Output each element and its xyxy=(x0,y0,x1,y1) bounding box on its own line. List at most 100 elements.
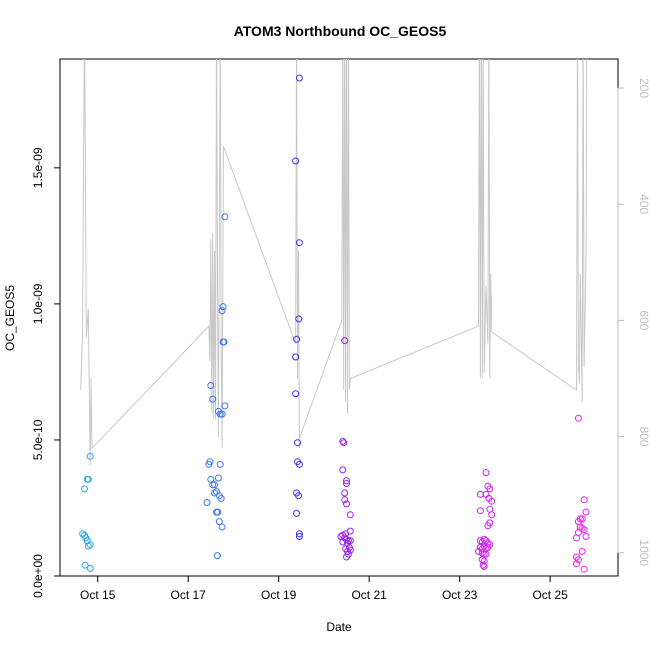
x-tick-label: Oct 25 xyxy=(532,588,568,602)
data-point xyxy=(81,485,88,493)
data-point xyxy=(343,553,350,561)
data-point xyxy=(341,496,349,504)
data-point xyxy=(213,552,221,560)
data-point xyxy=(211,481,219,489)
pressure-line xyxy=(80,59,588,466)
data-point xyxy=(343,480,350,487)
data-point xyxy=(582,533,590,540)
data-point xyxy=(480,563,488,570)
data-point xyxy=(488,497,496,505)
data-point xyxy=(486,485,494,493)
y2-tick-label: 1000 xyxy=(637,539,650,566)
data-point xyxy=(295,530,303,538)
data-point xyxy=(292,157,300,165)
data-point xyxy=(344,537,352,545)
data-point xyxy=(341,337,349,345)
data-point xyxy=(218,523,226,531)
x-tick-label: Oct 17 xyxy=(171,588,207,602)
data-point xyxy=(343,535,350,543)
x-tick-label: Oct 23 xyxy=(442,588,478,602)
data-point xyxy=(215,518,223,526)
data-point xyxy=(482,550,490,558)
data-point xyxy=(295,533,303,540)
data-point xyxy=(86,564,94,572)
data-point xyxy=(219,303,227,311)
data-point xyxy=(203,499,211,506)
x-tick-label: Oct 19 xyxy=(261,588,297,602)
data-point xyxy=(294,439,301,447)
data-point xyxy=(207,382,215,389)
data-point xyxy=(216,460,224,468)
data-point xyxy=(339,437,347,445)
data-point xyxy=(580,526,588,534)
data-point xyxy=(84,475,92,483)
data-point xyxy=(475,548,482,555)
data-point xyxy=(217,494,225,502)
data-point xyxy=(295,239,303,247)
data-point xyxy=(573,534,580,542)
y-tick-label: 1.0e-09 xyxy=(31,283,45,324)
data-point xyxy=(293,335,301,343)
data-point xyxy=(214,474,222,482)
data-point xyxy=(295,74,303,82)
data-point xyxy=(488,511,496,519)
data-point xyxy=(220,338,228,346)
chart-title: ATOM3 Northbound OC_GEOS5 xyxy=(234,23,447,39)
y2-tick-label: 400 xyxy=(637,194,650,214)
data-point xyxy=(340,439,348,447)
data-point xyxy=(292,353,300,361)
data-point xyxy=(574,556,582,564)
data-point xyxy=(476,507,484,515)
data-point xyxy=(84,542,92,550)
data-point xyxy=(345,543,353,551)
data-point xyxy=(480,535,488,543)
data-point xyxy=(479,561,487,569)
x-tick-label: Oct 15 xyxy=(80,588,116,602)
data-point xyxy=(295,460,303,468)
data-point xyxy=(221,402,229,410)
data-point xyxy=(209,481,217,489)
y-tick-label: 0.0e+00 xyxy=(31,554,45,598)
y2-tick-label: 800 xyxy=(637,427,650,447)
secondary-y-axis: 200 400 600 800 1000 xyxy=(617,78,650,566)
data-point xyxy=(218,410,226,418)
data-point xyxy=(292,390,300,398)
data-point xyxy=(574,414,582,422)
x-tick-label: Oct 21 xyxy=(351,588,387,602)
y-tick-label: 1.5e-09 xyxy=(31,147,45,188)
data-point xyxy=(346,511,354,519)
y2-tick-label: 600 xyxy=(637,310,650,330)
y-tick-label: 5.0e-10 xyxy=(31,419,45,460)
data-point xyxy=(580,496,588,504)
data-point xyxy=(578,524,586,532)
data-point xyxy=(478,549,486,557)
data-point xyxy=(79,530,87,538)
y-axis: 0.0e+00 5.0e-10 1.0e-09 1.5e-09 xyxy=(31,147,61,598)
data-point xyxy=(295,315,303,323)
data-point xyxy=(341,489,349,497)
data-points-layer xyxy=(79,74,590,573)
data-point xyxy=(576,515,584,523)
data-point xyxy=(293,509,301,517)
data-point xyxy=(218,307,226,315)
data-point xyxy=(573,560,580,568)
pressure-line-layer xyxy=(80,59,588,466)
data-point xyxy=(486,541,494,549)
y-axis-label: OC_GEOS5 xyxy=(3,285,17,351)
data-point xyxy=(221,213,229,221)
data-point xyxy=(343,477,350,485)
data-point xyxy=(214,508,222,516)
data-point xyxy=(578,515,586,523)
data-point xyxy=(582,508,590,516)
data-point xyxy=(206,458,214,466)
plot-area-frame xyxy=(59,58,619,577)
data-point xyxy=(486,519,494,527)
y2-tick-label: 200 xyxy=(637,78,650,98)
data-point xyxy=(580,565,588,573)
data-point xyxy=(216,410,224,418)
data-point xyxy=(209,395,217,403)
data-point xyxy=(343,500,350,508)
data-point xyxy=(339,466,347,474)
x-axis-label: Date xyxy=(326,620,352,634)
